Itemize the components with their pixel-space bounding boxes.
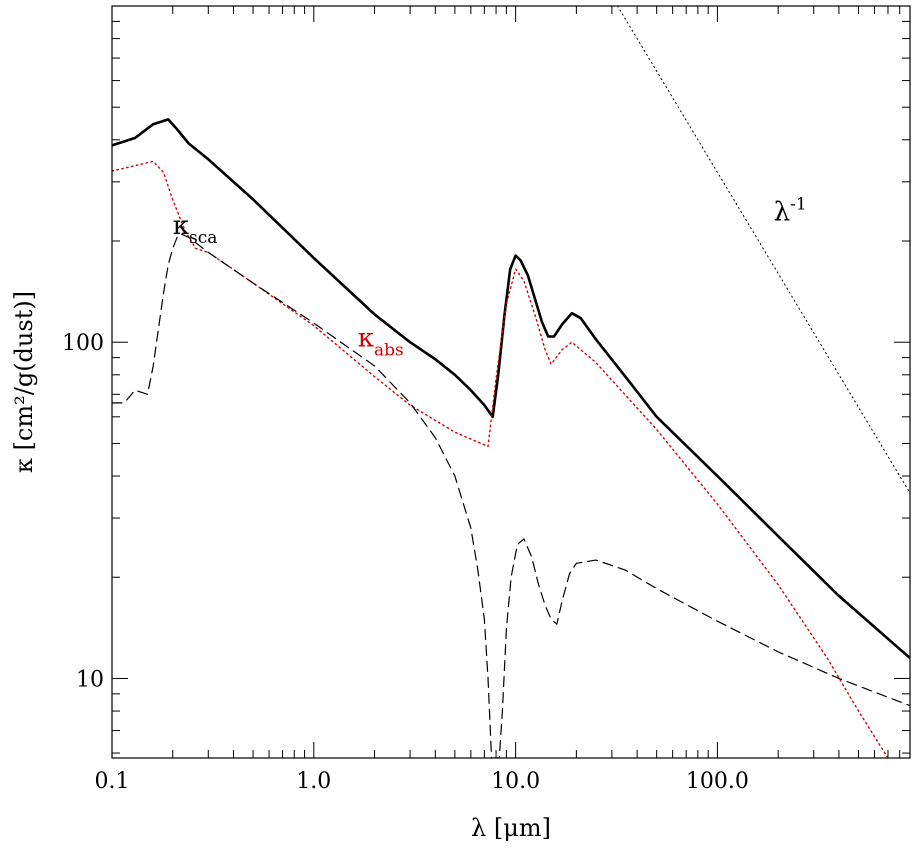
x-tick-label: 0.1 (95, 769, 130, 794)
x-tick-label: 10.0 (491, 769, 540, 794)
series-layer (112, 6, 910, 758)
annotation-symbol: λ (774, 198, 790, 228)
annotation-ref: λ-1 (774, 195, 807, 228)
y-axis-title: κ [cm²/g(dust)] (10, 291, 38, 473)
annotation-superscript: -1 (790, 195, 807, 215)
series-line-ref (617, 6, 910, 494)
series-line-abs (112, 160, 889, 758)
tick-labels: 0.1 1.0 10.0 100.0 10 100 (62, 331, 749, 794)
x-tick-label: 1.0 (296, 769, 331, 794)
y-tick-label: 100 (62, 331, 104, 356)
annotation-sca: κsca (173, 211, 218, 248)
series-line-sca (112, 233, 910, 758)
annotation-abs: κabs (358, 324, 404, 361)
annotation-subscript: abs (374, 341, 404, 361)
x-tick-label: 100.0 (686, 769, 749, 794)
annotation-symbol: κ (173, 211, 189, 241)
axis-ticks (111, 5, 911, 758)
y-tick-label: 10 (76, 667, 104, 692)
x-axis-title: λ [μm] (471, 814, 551, 842)
plot-frame (111, 5, 911, 759)
annotation-subscript: sca (189, 228, 217, 248)
series-line-total (112, 118, 910, 660)
annotation-symbol: κ (358, 324, 374, 354)
